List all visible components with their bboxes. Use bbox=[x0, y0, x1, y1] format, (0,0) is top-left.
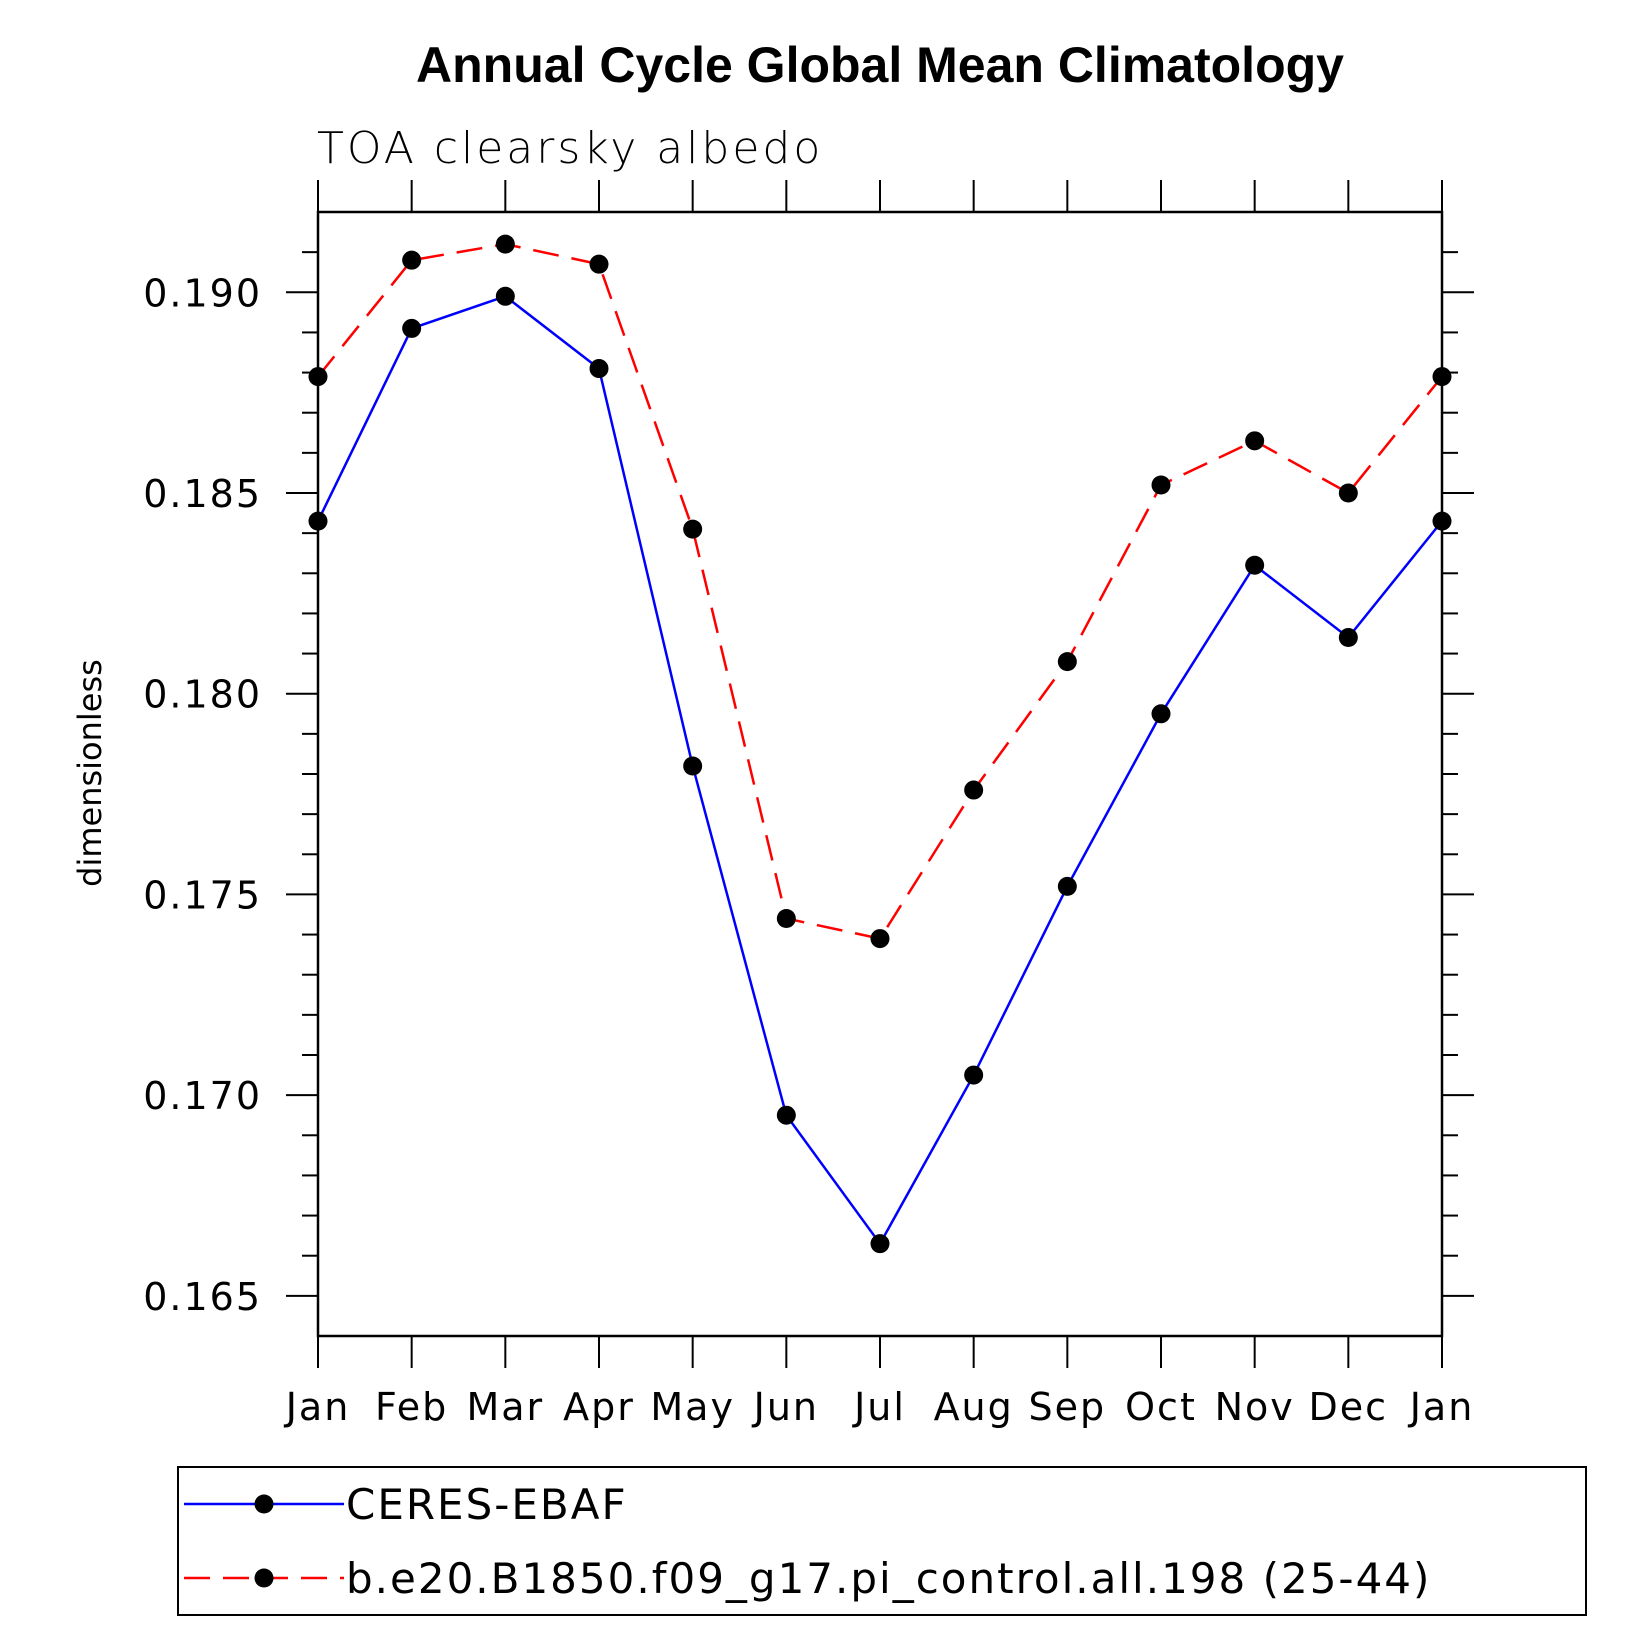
x-tick-label: Sep bbox=[1029, 1385, 1107, 1429]
y-tick-label: 0.190 bbox=[143, 271, 262, 315]
data-point-series-1 bbox=[683, 756, 703, 776]
x-tick-label: Feb bbox=[375, 1385, 448, 1429]
data-point-series-2 bbox=[776, 909, 796, 929]
plot-frame bbox=[316, 210, 1444, 1338]
data-point-series-2 bbox=[964, 780, 984, 800]
data-point-series-2 bbox=[495, 234, 515, 254]
data-point-series-2 bbox=[870, 929, 890, 949]
legend-marker-2 bbox=[254, 1568, 274, 1588]
ticks-layer: Jan Feb Mar Apr May Jun Jul Aug Sep Oct Nov Dec Jan 0… bbox=[143, 180, 1474, 1429]
legend-entries: CERES-EBAF b.e20.B1850.f09_g17.pi_control… bbox=[184, 1480, 1431, 1603]
x-tick-label: Jun bbox=[752, 1385, 819, 1429]
x-tick-label: Jul bbox=[852, 1385, 906, 1429]
legend-marker-1 bbox=[254, 1494, 274, 1514]
y-tick-label: 0.175 bbox=[143, 873, 262, 917]
y-tick-label: 0.185 bbox=[143, 472, 262, 516]
data-point-series-2 bbox=[683, 519, 703, 539]
data-point-series-1 bbox=[964, 1065, 984, 1085]
series-layer bbox=[308, 234, 1452, 1254]
data-point-series-2 bbox=[308, 367, 328, 387]
y-tick-label: 0.165 bbox=[143, 1275, 262, 1319]
x-tick-label: Apr bbox=[563, 1385, 635, 1429]
chart-subtitle: TOA clearsky albedo bbox=[317, 123, 823, 174]
data-point-series-2 bbox=[1057, 652, 1077, 672]
series-line-2 bbox=[317, 242, 1443, 941]
data-point-series-2 bbox=[1432, 367, 1452, 387]
series-line-1 bbox=[316, 294, 1443, 1247]
data-point-series-1 bbox=[495, 286, 515, 306]
x-tick-label: Aug bbox=[934, 1385, 1014, 1429]
chart-title: Annual Cycle Global Mean Climatology bbox=[416, 37, 1344, 93]
data-point-series-1 bbox=[308, 511, 328, 531]
x-tick-label: Nov bbox=[1215, 1385, 1295, 1429]
y-axis-label: dimensionless bbox=[71, 659, 109, 887]
x-tick-label: Jan bbox=[284, 1385, 351, 1429]
x-tick-label: Mar bbox=[466, 1385, 544, 1429]
y-tick-label: 0.180 bbox=[143, 673, 262, 717]
data-point-series-1 bbox=[776, 1105, 796, 1125]
data-point-series-1 bbox=[1151, 704, 1171, 724]
data-point-series-2 bbox=[402, 250, 422, 270]
legend-label-1: CERES-EBAF bbox=[346, 1480, 628, 1529]
data-point-series-1 bbox=[1245, 555, 1265, 575]
legend: CERES-EBAF b.e20.B1850.f09_g17.pi_control… bbox=[177, 1466, 1587, 1616]
legend-box bbox=[177, 1466, 1587, 1616]
x-tick-label: Oct bbox=[1125, 1385, 1197, 1429]
data-point-series-1 bbox=[1057, 876, 1077, 896]
y-tick-label: 0.170 bbox=[143, 1074, 262, 1118]
legend-label-2: b.e20.B1850.f09_g17.pi_control.all.198 (… bbox=[346, 1554, 1431, 1603]
data-point-series-1 bbox=[589, 359, 609, 379]
data-point-series-1 bbox=[1432, 511, 1452, 531]
data-point-series-2 bbox=[1245, 431, 1265, 451]
data-point-series-2 bbox=[1338, 483, 1358, 503]
data-point-series-1 bbox=[870, 1234, 890, 1254]
data-point-series-1 bbox=[1338, 628, 1358, 648]
data-point-series-2 bbox=[1151, 475, 1171, 495]
data-point-series-1 bbox=[402, 318, 422, 338]
x-tick-label: Jan bbox=[1408, 1385, 1475, 1429]
data-point-series-2 bbox=[589, 254, 609, 274]
x-tick-label: Dec bbox=[1309, 1385, 1389, 1429]
x-tick-label: May bbox=[650, 1385, 735, 1429]
